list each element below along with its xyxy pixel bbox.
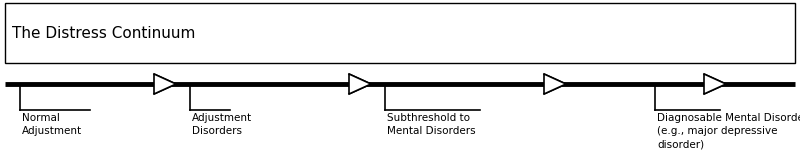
- Polygon shape: [349, 74, 371, 94]
- Text: Adjustment
Disorders: Adjustment Disorders: [192, 113, 252, 136]
- Text: Diagnosable Mental Disorders
(e.g., major depressive
disorder): Diagnosable Mental Disorders (e.g., majo…: [657, 113, 800, 149]
- Polygon shape: [154, 74, 176, 94]
- Polygon shape: [704, 74, 726, 94]
- Text: Normal
Adjustment: Normal Adjustment: [22, 113, 82, 136]
- Text: Subthreshold to
Mental Disorders: Subthreshold to Mental Disorders: [387, 113, 476, 136]
- Polygon shape: [544, 74, 566, 94]
- Bar: [5, 3, 795, 63]
- Text: The Distress Continuum: The Distress Continuum: [12, 25, 195, 40]
